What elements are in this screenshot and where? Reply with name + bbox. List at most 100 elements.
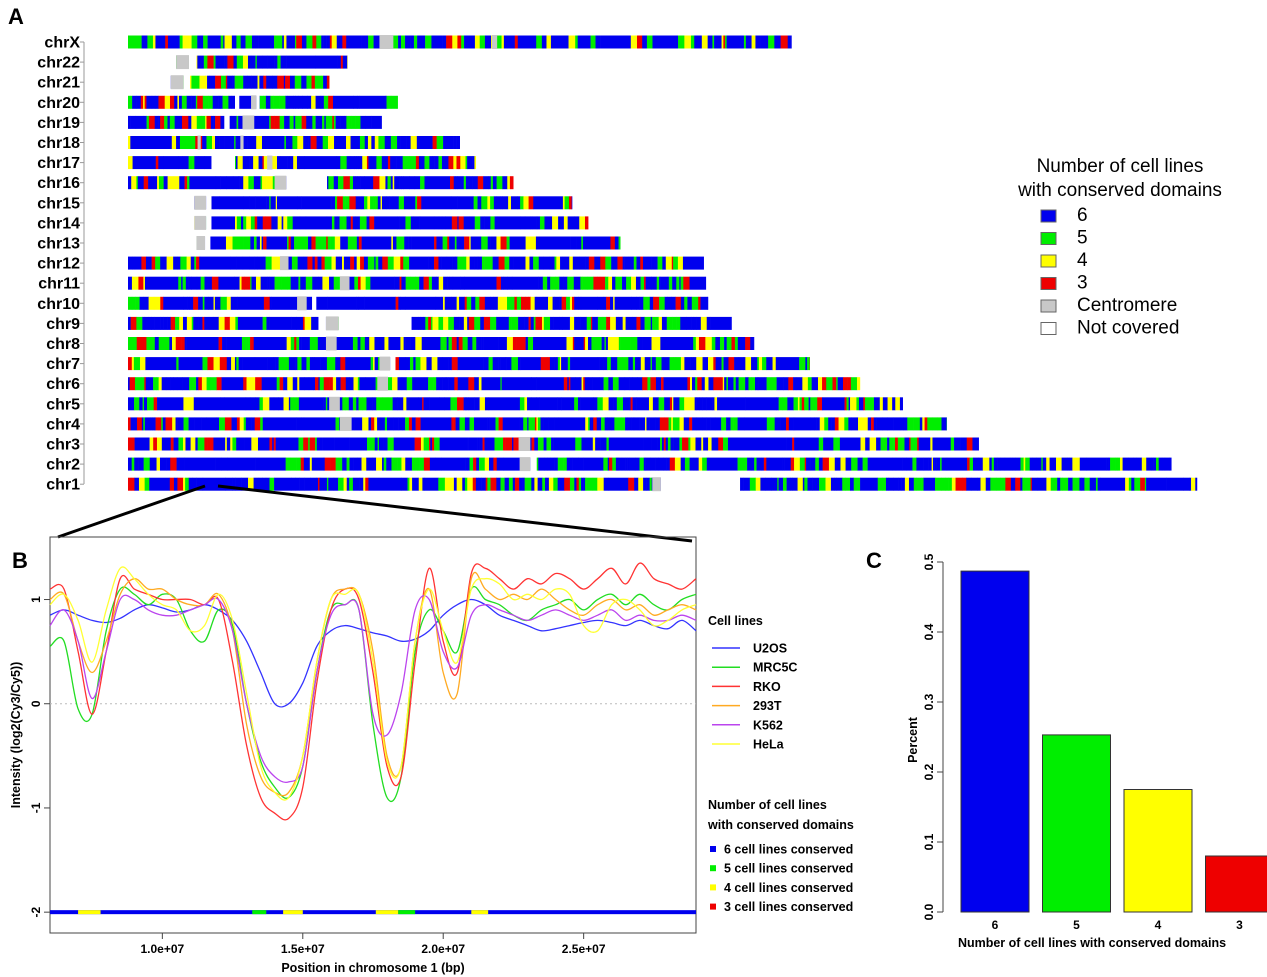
domain-segment (417, 457, 420, 471)
plot-b-xlabel: Position in chromosome 1 (bp) (281, 961, 464, 975)
legend-b-line-label: MRC5C (753, 661, 797, 675)
domain-segment (331, 196, 336, 210)
domain-segment (480, 216, 485, 230)
domain-segment (474, 256, 478, 270)
domain-segment (430, 437, 433, 451)
domain-segment (344, 115, 347, 129)
domain-segment (511, 437, 514, 451)
domain-segment (219, 95, 222, 109)
domain-segment (879, 397, 884, 411)
domain-segment (568, 377, 571, 391)
domain-segment (253, 156, 259, 170)
domain-segment (1134, 477, 1141, 491)
chromosome-row-chr11 (128, 276, 707, 291)
domain-segment (616, 397, 624, 411)
domain-segment (374, 357, 379, 371)
domain-segment (666, 276, 670, 290)
domain-segment (574, 337, 581, 350)
domain-segment (270, 196, 277, 210)
domain-segment (474, 316, 481, 330)
domain-segment (403, 256, 410, 270)
domain-segment (182, 316, 188, 330)
domain-segment (431, 35, 436, 49)
domain-segment (569, 477, 575, 491)
domain-segment (301, 115, 307, 129)
domain-segment (612, 276, 616, 290)
domain-segment (474, 397, 480, 411)
domain-segment (224, 136, 228, 149)
domain-segment (323, 377, 330, 391)
domain-segment (587, 437, 594, 451)
domain-segment (580, 296, 598, 310)
domain-segment (400, 35, 406, 49)
domain-segment (359, 95, 386, 109)
chromosome-label-chr6: chr6 (46, 376, 80, 393)
domain-segment (128, 377, 130, 391)
domain-segment (780, 417, 783, 431)
domain-segment (378, 256, 383, 270)
domain-segment (578, 397, 581, 411)
domain-segment (500, 196, 503, 210)
domain-segment (525, 236, 531, 250)
domain-segment (693, 437, 696, 451)
domain-segment (724, 377, 727, 391)
domain-segment (233, 55, 238, 69)
domain-segment (561, 296, 567, 310)
domain-segment (802, 377, 806, 391)
domain-segment (297, 95, 303, 109)
domain-segment (187, 296, 190, 310)
domain-segment (203, 55, 208, 69)
domain-segment (567, 276, 575, 290)
domain-segment (570, 377, 576, 391)
domain-segment (139, 35, 142, 49)
domain-segment (443, 136, 452, 149)
domain-segment (691, 337, 694, 350)
domain-segment (153, 176, 158, 190)
domain-segment (319, 477, 322, 491)
domain-segment (289, 35, 296, 49)
domain-segment (858, 417, 862, 431)
domain-segment (264, 437, 270, 451)
domain-segment (563, 216, 568, 230)
domain-segment (536, 397, 540, 411)
domain-segment (659, 35, 679, 49)
domain-segment (224, 397, 247, 411)
chromosome-row-chrX (128, 35, 792, 49)
domain-segment (333, 176, 336, 190)
domain-segment (780, 35, 783, 49)
domain-segment (308, 437, 310, 451)
domain-segment (182, 276, 187, 290)
domain-segment (473, 457, 477, 471)
domain-segment (266, 236, 288, 250)
domain-segment (1020, 457, 1024, 471)
domain-segment (916, 457, 924, 471)
domain-segment (613, 35, 617, 49)
domain-segment (277, 55, 281, 69)
domain-segment (151, 95, 156, 109)
domain-segment (417, 196, 422, 210)
domain-segment (519, 236, 526, 250)
domain-segment (586, 316, 592, 330)
domain-segment (317, 477, 320, 491)
domain-segment (793, 417, 796, 431)
domain-segment (479, 457, 486, 471)
domain-segment (625, 337, 631, 350)
domain-segment (612, 457, 617, 471)
domain-segment (962, 477, 967, 491)
y-tick-label: 0 (29, 700, 43, 707)
domain-segment (832, 377, 837, 391)
domain-segment (755, 437, 787, 451)
domain-segment (758, 357, 763, 371)
domain-segment (316, 35, 322, 49)
domain-segment (260, 196, 267, 210)
domain-segment (303, 417, 336, 431)
domain-segment (295, 95, 299, 109)
domain-segment (533, 256, 540, 270)
domain-segment (582, 236, 611, 250)
domain-segment (333, 357, 336, 371)
domain-segment (887, 417, 894, 431)
domain-segment (502, 176, 508, 190)
domain-segment (334, 216, 338, 230)
domain-segment (1156, 457, 1159, 471)
domain-segment (357, 377, 360, 391)
